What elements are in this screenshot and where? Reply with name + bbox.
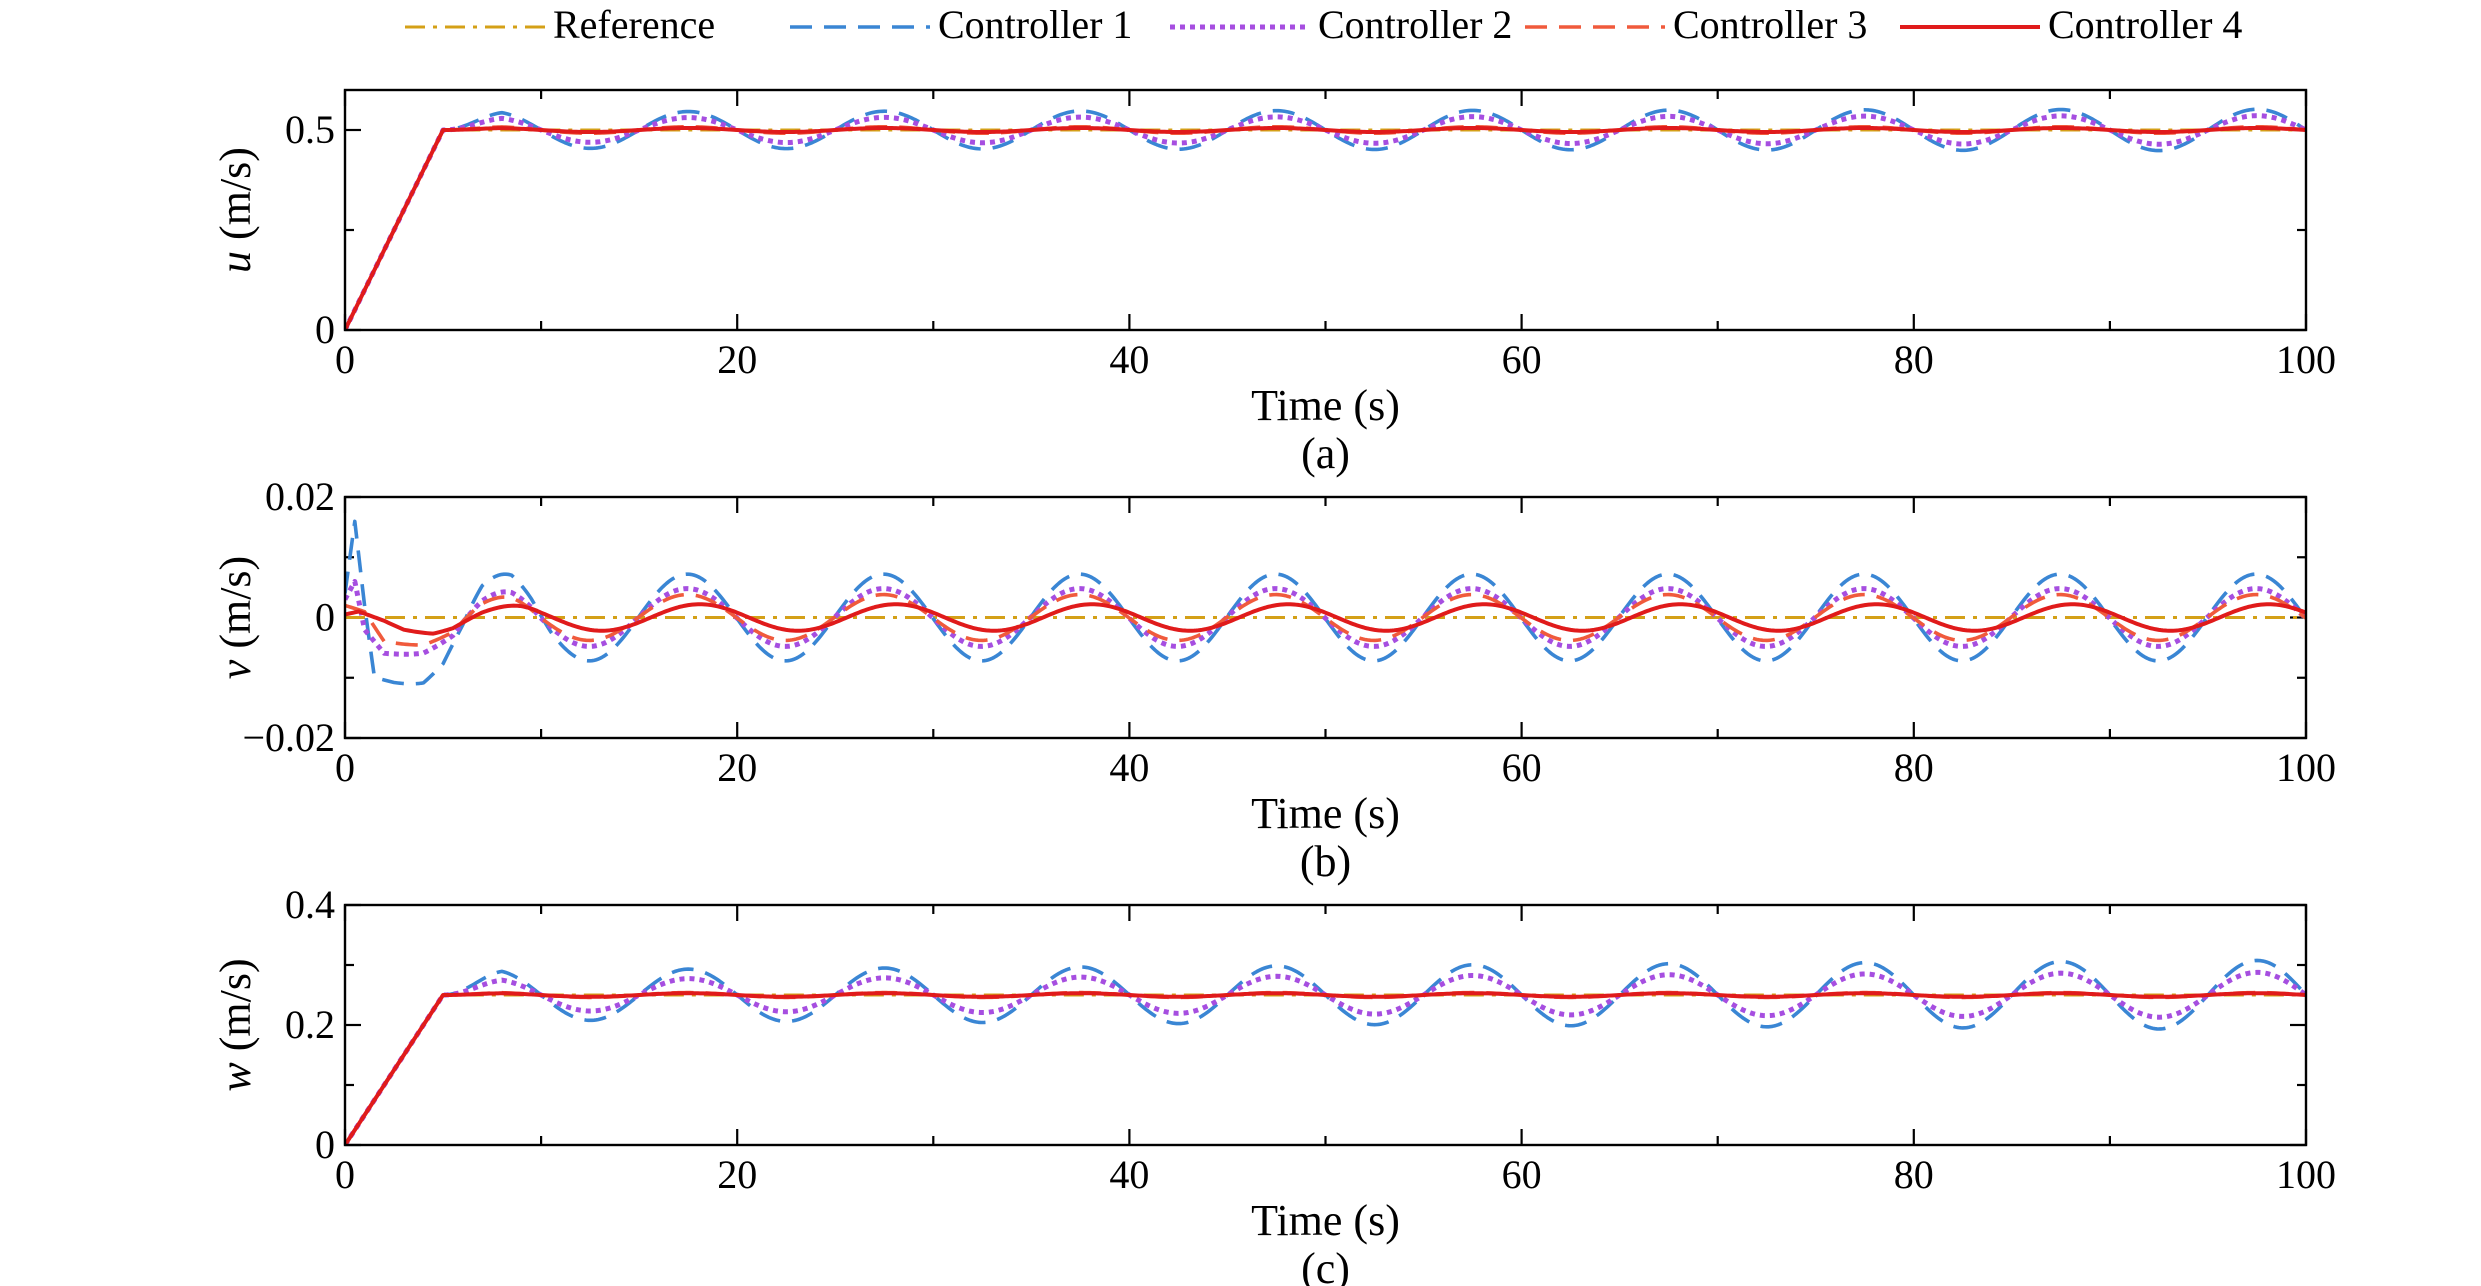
x-tick-label: 60 bbox=[1502, 337, 1542, 382]
legend-label: Reference bbox=[553, 2, 715, 47]
series-line bbox=[345, 128, 2306, 330]
x-tick-label: 20 bbox=[717, 1152, 757, 1197]
y-axis-symbol: w bbox=[211, 1062, 260, 1092]
y-tick-label: −0.02 bbox=[242, 715, 335, 760]
chart-panel-c: 0 20 40 60 80 100 0 0.2 0.4 Time (s)(c) w (m/s) bbox=[211, 882, 2336, 1286]
x-axis-label: Time (s) bbox=[1251, 1196, 1400, 1245]
x-tick-label: 80 bbox=[1894, 745, 1934, 790]
y-axis-unit: (m/s) bbox=[211, 958, 260, 1062]
series-line bbox=[345, 519, 2306, 686]
series-line bbox=[345, 958, 2306, 1145]
x-axis-label: Time (s) bbox=[1251, 381, 1400, 430]
series-line bbox=[345, 991, 2306, 1145]
tick-marks bbox=[343, 90, 2308, 332]
x-tick-label: 40 bbox=[1109, 337, 1149, 382]
x-tick-label: 20 bbox=[717, 337, 757, 382]
series-line bbox=[345, 969, 2306, 1145]
series-line bbox=[345, 126, 2306, 330]
legend-entry: Controller 1 bbox=[790, 2, 1132, 47]
legend-entry: Reference bbox=[405, 2, 715, 47]
y-axis-symbol: v bbox=[211, 659, 260, 679]
series-group bbox=[345, 958, 2306, 1145]
x-tick-label: 80 bbox=[1894, 1152, 1934, 1197]
series-line bbox=[345, 993, 2306, 1145]
legend-label: Controller 1 bbox=[938, 2, 1132, 47]
tick-marks bbox=[343, 495, 2308, 740]
y-tick-label: 0 bbox=[315, 307, 335, 352]
x-tick-label: 100 bbox=[2276, 745, 2336, 790]
legend-label: Controller 2 bbox=[1318, 2, 1512, 47]
panel-label: (a) bbox=[1301, 429, 1350, 478]
legend-label: Controller 4 bbox=[2048, 2, 2242, 47]
y-axis-unit: (m/s) bbox=[211, 556, 260, 660]
plot-frame bbox=[343, 495, 2308, 740]
x-tick-label: 0 bbox=[335, 1152, 355, 1197]
x-tick-label: 60 bbox=[1502, 745, 1542, 790]
plot-frame bbox=[343, 903, 2308, 1147]
y-tick-label: 0 bbox=[315, 1122, 335, 1167]
legend: Reference Controller 1 Controller 2 Control… bbox=[405, 2, 2242, 47]
y-axis-label: v (m/s) bbox=[211, 556, 260, 679]
tick-marks bbox=[343, 903, 2308, 1147]
series-line bbox=[345, 113, 2306, 330]
y-axis-label: w (m/s) bbox=[211, 958, 260, 1091]
y-tick-label: 0 bbox=[315, 595, 335, 640]
x-tick-label: 40 bbox=[1109, 1152, 1149, 1197]
series-line bbox=[345, 578, 2306, 657]
plot-frame bbox=[343, 88, 2308, 332]
chart-panel-a: 0 20 40 60 80 100 0 0.5 Time (s)(a) u (m/s) bbox=[211, 88, 2336, 478]
series-group bbox=[345, 519, 2306, 686]
legend-entry: Controller 2 bbox=[1170, 2, 1512, 47]
x-tick-label: 0 bbox=[335, 337, 355, 382]
x-tick-label: 80 bbox=[1894, 337, 1934, 382]
y-tick-label: 0.02 bbox=[265, 474, 335, 519]
y-tick-label: 0.2 bbox=[285, 1002, 335, 1047]
series-line bbox=[345, 990, 2306, 1145]
y-tick-label: 0.4 bbox=[285, 882, 335, 927]
x-tick-label: 20 bbox=[717, 745, 757, 790]
series-group bbox=[345, 107, 2306, 330]
y-axis-unit: (m/s) bbox=[211, 147, 260, 251]
legend-entry: Controller 4 bbox=[1900, 2, 2242, 47]
x-tick-label: 0 bbox=[335, 745, 355, 790]
x-tick-label: 60 bbox=[1502, 1152, 1542, 1197]
y-axis-symbol: u bbox=[211, 251, 260, 273]
y-axis-label: u (m/s) bbox=[211, 147, 260, 273]
legend-label: Controller 3 bbox=[1673, 2, 1867, 47]
series-line bbox=[345, 592, 2306, 647]
series-line bbox=[345, 125, 2306, 330]
y-tick-label: 0.5 bbox=[285, 107, 335, 152]
x-tick-label: 100 bbox=[2276, 337, 2336, 382]
panel-label: (c) bbox=[1301, 1244, 1350, 1286]
x-tick-label: 100 bbox=[2276, 1152, 2336, 1197]
series-line bbox=[345, 107, 2306, 330]
panel-label: (b) bbox=[1300, 837, 1351, 886]
x-axis-label: Time (s) bbox=[1251, 789, 1400, 838]
series-line bbox=[345, 602, 2306, 636]
legend-entry: Controller 3 bbox=[1525, 2, 1867, 47]
x-tick-label: 40 bbox=[1109, 745, 1149, 790]
